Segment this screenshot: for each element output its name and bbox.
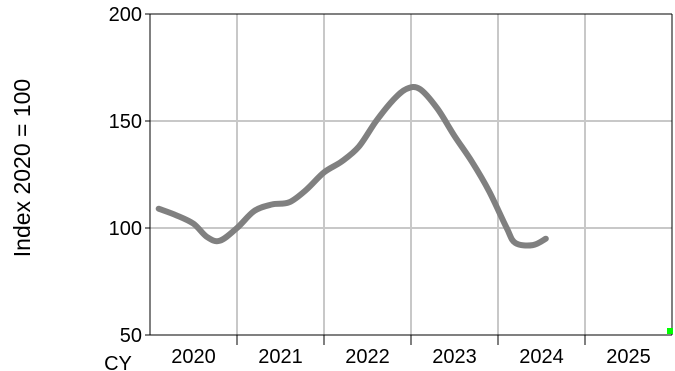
series-layer [155,84,673,334]
x-tick-labels: 2020 2021 2022 2023 2024 2025 [171,346,651,368]
x-tick-label: 2020 [171,346,216,368]
y-tick-label: 50 [120,325,142,347]
y-tick-label: 100 [109,218,142,240]
x-tick-label: 2025 [606,346,651,368]
x-tick-label: 2024 [519,346,564,368]
x-tick-label: 2022 [345,346,390,368]
y-axis-label: Index 2020 = 100 [9,79,35,257]
y-tick-label: 200 [109,4,142,26]
corner-marker [667,328,673,334]
series-line [155,84,549,249]
y-tick-label: 150 [109,111,142,133]
x-tick-label: 2023 [432,346,477,368]
x-axis-label: CY [104,353,132,371]
x-tick-label: 2021 [258,346,303,368]
y-tick-labels: 50 100 150 200 [109,4,142,347]
